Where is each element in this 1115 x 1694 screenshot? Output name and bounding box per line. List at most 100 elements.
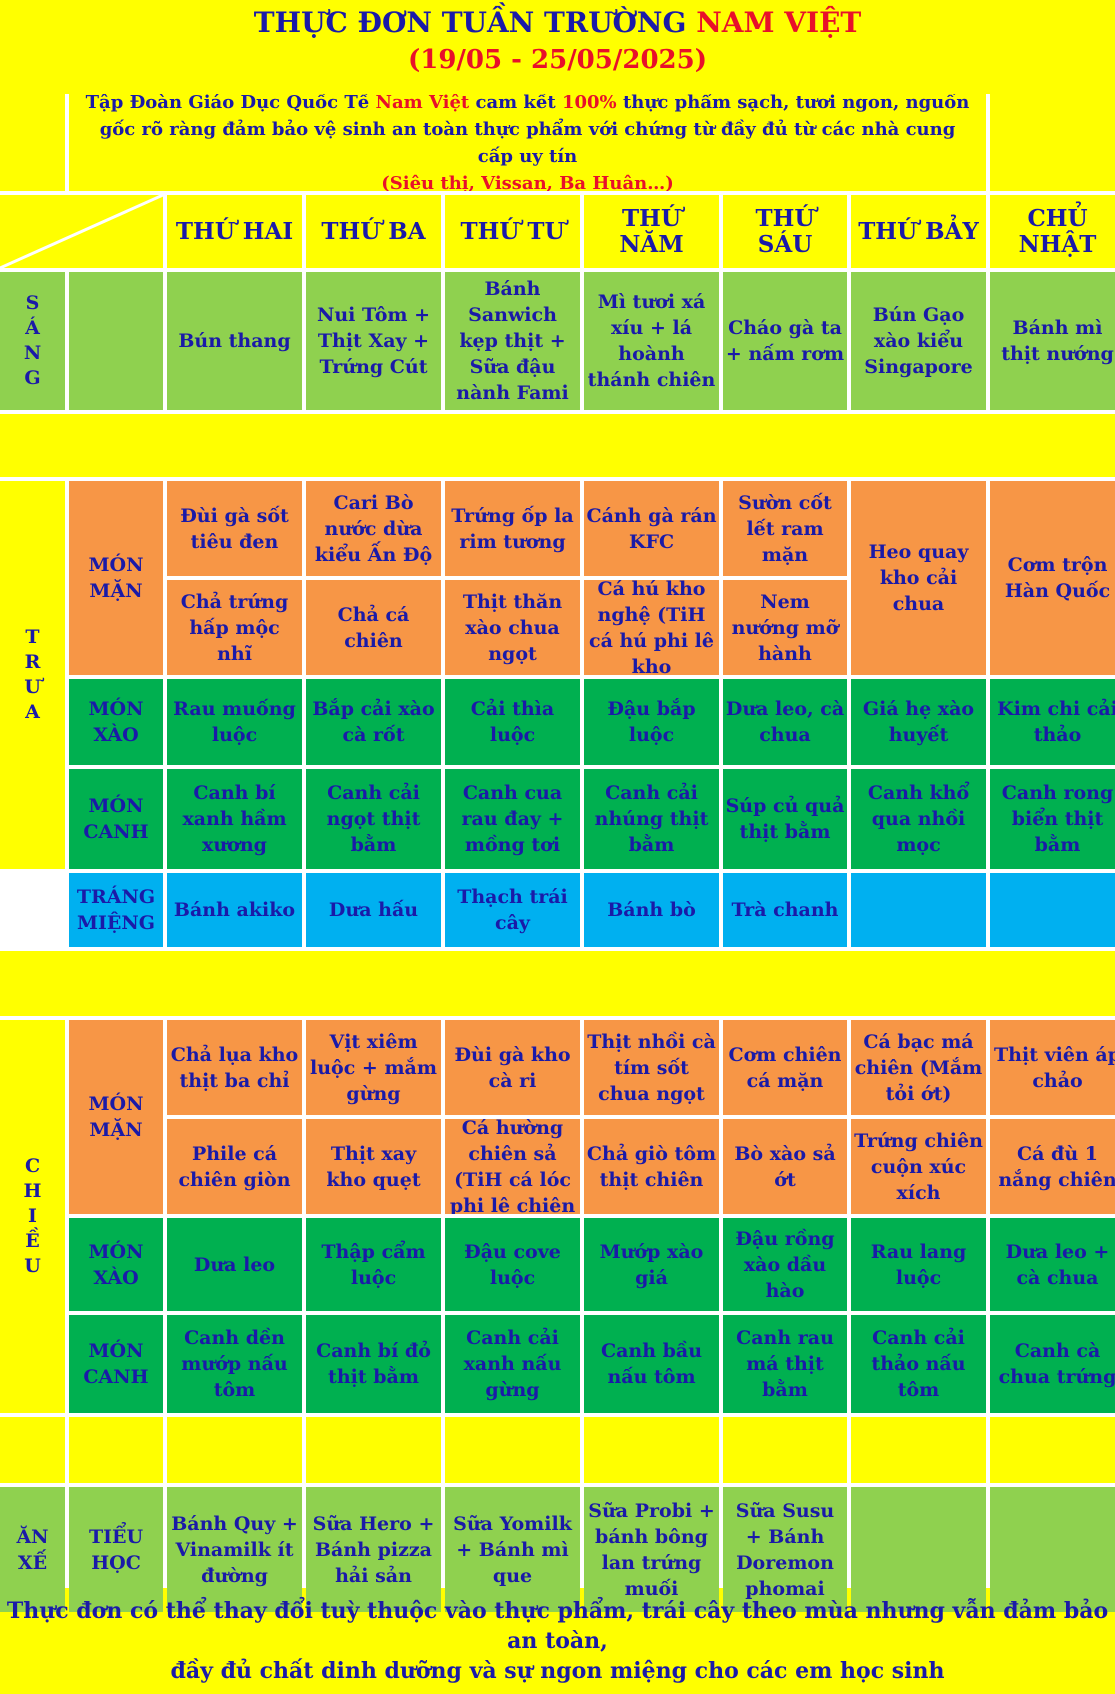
dish-cell: Cá đù 1 nắng chiên bbox=[990, 1119, 1115, 1214]
dish-cell: Thịt xay kho quẹt bbox=[306, 1119, 441, 1214]
dish-cell: Sữa Susu + Bánh Doremon phomai bbox=[723, 1487, 847, 1612]
dish-cell: Cánh gà rán KFC bbox=[584, 481, 719, 576]
dish-cell: Trứng ốp la rim tương bbox=[445, 481, 580, 576]
day-header: THỨ NĂM bbox=[584, 195, 719, 268]
dish-cell bbox=[851, 1487, 986, 1612]
dish-cell: Sữa Probi + bánh bông lan trứng muối bbox=[584, 1487, 719, 1612]
dish-cell: Sữa Yomilk + Bánh mì que bbox=[445, 1487, 580, 1612]
dish-cell: Kim chi cải thảo bbox=[990, 679, 1115, 765]
dish-cell: Đậu bắp luộc bbox=[584, 679, 719, 765]
menu-table: Tập Đoàn Giáo Dục Quốc Tế Nam Việt cam k… bbox=[0, 94, 1115, 1612]
dish-cell: Giá hẹ xào huyết bbox=[851, 679, 986, 765]
day-header: THỨ TƯ bbox=[445, 195, 580, 268]
meal-letter: H bbox=[23, 1180, 42, 1202]
day-header: THỨ SÁU bbox=[723, 195, 847, 268]
dish-cell: Dưa leo bbox=[167, 1218, 302, 1311]
dish-cell: Đùi gà sốt tiêu đen bbox=[167, 481, 302, 576]
intro-school: Nam Việt bbox=[375, 94, 470, 113]
blank-cell bbox=[445, 1417, 580, 1483]
dish-cell: Canh bí đỏ thịt bằm bbox=[306, 1315, 441, 1413]
dish-cell: Thịt thăn xào chua ngọt bbox=[445, 580, 580, 675]
dish-cell: Bánh akiko bbox=[167, 873, 302, 947]
dish-cell: Đậu rồng xào dầu hào bbox=[723, 1218, 847, 1311]
meal-letter: N bbox=[23, 342, 42, 364]
dish-cell: Cải thìa luộc bbox=[445, 679, 580, 765]
dish-cell: Dưa leo + cà chua bbox=[990, 1218, 1115, 1311]
day-header: THỨ HAI bbox=[167, 195, 302, 268]
day-header: THỨ BA bbox=[306, 195, 441, 268]
dish-cell: Canh cải xanh nấu gừng bbox=[445, 1315, 580, 1413]
dish-cell: Canh cải nhúng thịt bằm bbox=[584, 769, 719, 869]
meal-label-an-xe: ĂN XẾ bbox=[0, 1487, 65, 1612]
blank-cell bbox=[69, 1417, 163, 1483]
meal-letter: S bbox=[25, 292, 40, 314]
blank-cell bbox=[990, 1417, 1115, 1483]
blank-cell bbox=[723, 1417, 847, 1483]
dish-cell: Thịt viên áp chảo bbox=[990, 1020, 1115, 1115]
meal-letter: Ư bbox=[24, 676, 41, 698]
spacer-row bbox=[0, 951, 1115, 1016]
title-main: THỰC ĐƠN TUẦN TRƯỜNG bbox=[253, 6, 687, 39]
dish-cell: Bún thang bbox=[167, 272, 302, 410]
category-trang-mieng: TRÁNG MIỆNG bbox=[69, 873, 163, 947]
dish-cell: Nui Tôm + Thịt Xay + Trứng Cút bbox=[306, 272, 441, 410]
blank-cell bbox=[584, 1417, 719, 1483]
blank-cell bbox=[69, 272, 163, 410]
dish-cell: Mì tươi xá xíu + lá hoành thánh chiên bbox=[584, 272, 719, 410]
category-mon-man: MÓN MẶN bbox=[69, 1020, 163, 1214]
dish-cell: Chả giò tôm thịt chiên bbox=[584, 1119, 719, 1214]
dish-cell: Dưa leo, cà chua bbox=[723, 679, 847, 765]
corner-diagonal-cell bbox=[0, 195, 163, 268]
dish-cell: Chả lụa kho thịt ba chỉ bbox=[167, 1020, 302, 1115]
dish-cell: Sữa Hero + Bánh pizza hải sản bbox=[306, 1487, 441, 1612]
meal-letter: I bbox=[28, 1205, 37, 1227]
dish-cell: Canh rong biển thịt bằm bbox=[990, 769, 1115, 869]
dish-cell: Trà chanh bbox=[723, 873, 847, 947]
dish-cell bbox=[990, 1487, 1115, 1612]
footer-line: Thực đơn có thể thay đổi tuỳ thuộc vào t… bbox=[6, 1598, 1109, 1654]
dish-cell: Đậu cove luộc bbox=[445, 1218, 580, 1311]
category-mon-canh: MÓN CANH bbox=[69, 1315, 163, 1413]
blank-cell bbox=[167, 1417, 302, 1483]
category-mon-man: MÓN MẶN bbox=[69, 481, 163, 675]
meal-letter: G bbox=[24, 367, 41, 389]
dish-cell: Sườn cốt lết ram mặn bbox=[723, 481, 847, 576]
dish-cell: Cari Bò nước dừa kiểu Ấn Độ bbox=[306, 481, 441, 576]
dish-cell bbox=[990, 873, 1115, 947]
dish-cell: Chả cá chiên bbox=[306, 580, 441, 675]
page-title: THỰC ĐƠN TUẦN TRƯỜNG NAM VIỆT bbox=[0, 6, 1115, 40]
spacer-row bbox=[0, 414, 1115, 477]
dish-cell: Phile cá chiên giòn bbox=[167, 1119, 302, 1214]
intro-percent: 100% bbox=[561, 94, 617, 113]
dish-cell: Vịt xiêm luộc + mắm gừng bbox=[306, 1020, 441, 1115]
footer-line: đầy đủ chất dinh dưỡng và sự ngon miệng … bbox=[170, 1658, 945, 1684]
dish-cell: Rau lang luộc bbox=[851, 1218, 986, 1311]
category-mon-canh: MÓN CANH bbox=[69, 769, 163, 869]
dish-cell: Đùi gà kho cà ri bbox=[445, 1020, 580, 1115]
category-mon-xao: MÓN XÀO bbox=[69, 679, 163, 765]
blank-cell bbox=[990, 94, 1115, 191]
dish-cell: Trứng chiên cuộn xúc xích bbox=[851, 1119, 986, 1214]
meal-letter: C bbox=[24, 1155, 41, 1177]
blank-cell bbox=[851, 1417, 986, 1483]
dish-cell: Bò xào sả ớt bbox=[723, 1119, 847, 1214]
dish-cell: Canh dền mướp nấu tôm bbox=[167, 1315, 302, 1413]
intro-part1: Tập Đoàn Giáo Dục Quốc Tế bbox=[85, 94, 370, 113]
blank-cell bbox=[0, 1417, 65, 1483]
dish-cell: Canh cải thảo nấu tôm bbox=[851, 1315, 986, 1413]
dish-cell: Bánh Sanwich kẹp thịt + Sữa đậu nành Fam… bbox=[445, 272, 580, 410]
dish-cell: Thịt nhồi cà tím sốt chua ngọt bbox=[584, 1020, 719, 1115]
title-school-name: NAM VIỆT bbox=[696, 6, 862, 39]
blank-cell bbox=[0, 94, 65, 191]
intro-part3: cam kết bbox=[475, 94, 556, 113]
intro-suppliers: (Siêu thị, Vissan, Ba Huân…) bbox=[381, 172, 674, 192]
dish-cell: Canh cải ngọt thịt bằm bbox=[306, 769, 441, 869]
dish-cell: Canh bí xanh hầm xương bbox=[167, 769, 302, 869]
day-header: THỨ BẢY bbox=[851, 195, 986, 268]
meal-letter: Ề bbox=[25, 1230, 40, 1252]
intro-part5: thực phẩm sạch, tươi ngon, nguồn gốc rõ … bbox=[99, 94, 970, 167]
dish-cell: Bánh Quy + Vinamilk ít đường bbox=[167, 1487, 302, 1612]
meal-letter: R bbox=[24, 651, 41, 673]
meal-label-trua: T R Ư A bbox=[0, 481, 65, 869]
